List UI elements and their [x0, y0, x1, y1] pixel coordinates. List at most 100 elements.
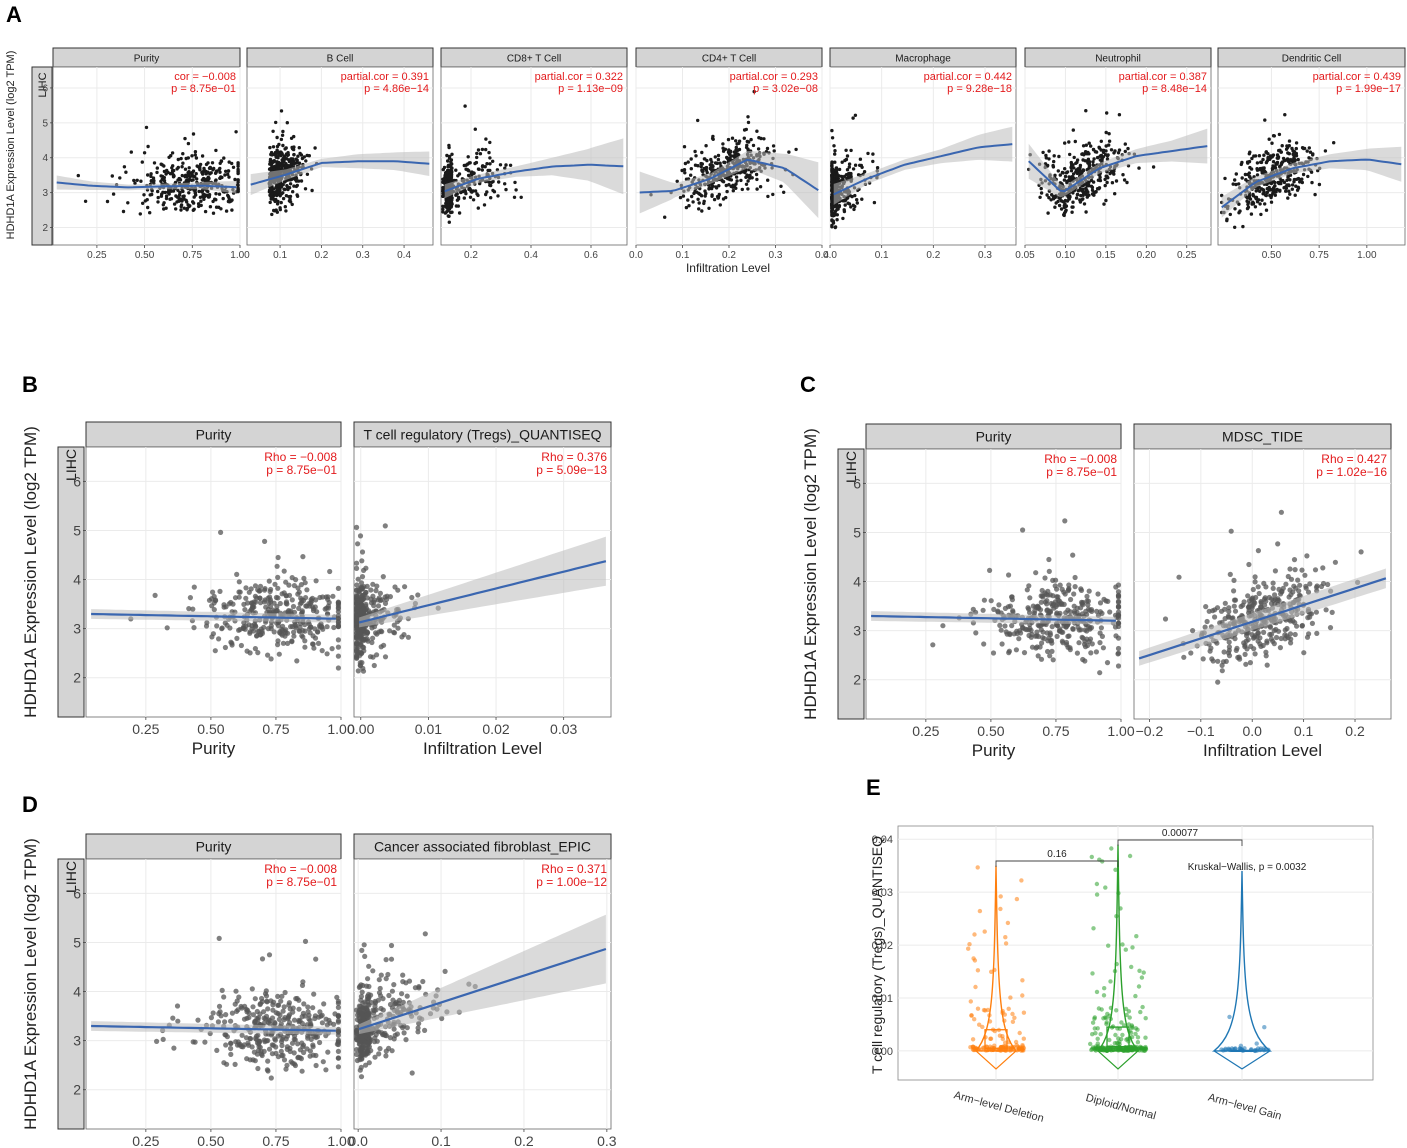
data-point [1190, 628, 1196, 634]
data-point [1059, 207, 1064, 211]
data-point [991, 606, 997, 613]
data-point [274, 120, 278, 125]
data-point [191, 200, 195, 204]
data-point [1227, 571, 1233, 578]
data-point [267, 594, 273, 600]
data-point [755, 177, 759, 182]
data-point [152, 592, 158, 599]
data-point [697, 201, 701, 205]
panel-c-facet-1-fit-line [871, 614, 1116, 622]
data-point [203, 623, 210, 629]
data-point [335, 644, 341, 650]
data-point [1047, 196, 1051, 200]
data-point [291, 633, 297, 639]
data-point [1006, 648, 1013, 654]
data-point [270, 212, 274, 217]
data-point [1237, 202, 1241, 206]
data-point [214, 198, 218, 202]
data-point [355, 604, 361, 610]
data-point [689, 167, 693, 171]
data-point [201, 193, 206, 197]
data-point [519, 195, 523, 199]
data-point [355, 576, 361, 582]
data-point [1251, 201, 1256, 205]
data-point [1215, 658, 1221, 664]
data-point [168, 172, 173, 176]
data-point [243, 623, 249, 629]
data-point [700, 168, 704, 172]
panel-c-facet-2-strip-label: MDSC_TIDE [1222, 429, 1303, 445]
data-point [1079, 601, 1085, 607]
data-point [447, 170, 451, 174]
data-point [289, 624, 296, 630]
data-point [1048, 638, 1054, 644]
panel-a-facet-6-fit-line [1028, 145, 1208, 193]
data-point [290, 603, 297, 610]
data-point [1267, 631, 1273, 638]
data-point [364, 583, 370, 590]
data-point [755, 187, 759, 191]
panel-a-facet-7-confidence-band [1221, 146, 1402, 218]
data-point [335, 585, 341, 592]
data-point [1287, 152, 1292, 156]
data-point [1214, 640, 1220, 646]
data-point [211, 211, 216, 215]
panel-a-facet-7-xtick-label: 0.75 [1309, 250, 1329, 261]
data-point [284, 209, 288, 213]
data-point [727, 152, 732, 156]
data-point [1285, 178, 1289, 182]
data-point [276, 151, 280, 155]
data-point [294, 157, 298, 161]
data-point [675, 179, 679, 183]
data-point [1246, 172, 1250, 177]
data-point [215, 1019, 221, 1025]
data-point [391, 630, 398, 636]
data-point [1269, 195, 1273, 200]
data-point [301, 1049, 307, 1056]
data-point [226, 199, 231, 204]
data-point [382, 523, 388, 529]
data-point [716, 153, 721, 158]
data-point [354, 560, 360, 566]
panel-a-facet-4-stat-correlation: partial.cor = 0.293 [730, 71, 818, 83]
data-point [1255, 584, 1261, 590]
data-point [175, 195, 180, 199]
data-point [1231, 588, 1237, 594]
data-point [146, 173, 150, 177]
data-point [384, 596, 390, 603]
data-point [473, 189, 478, 193]
data-point [252, 646, 258, 652]
data-point [1260, 198, 1264, 202]
data-point [1234, 172, 1239, 176]
data-point [335, 1028, 341, 1034]
data-point [875, 166, 880, 170]
data-point [288, 182, 293, 186]
panel-d-facet-2-xtick-label: 0.3 [597, 1133, 617, 1148]
data-point [359, 947, 365, 954]
data-point [1306, 631, 1312, 637]
data-point [289, 638, 295, 644]
data-point [1044, 607, 1050, 614]
data-point [754, 172, 759, 177]
data-point [1291, 583, 1297, 589]
data-point [1223, 176, 1227, 181]
data-point [361, 648, 367, 654]
data-point [694, 154, 698, 158]
data-point [309, 598, 315, 605]
data-point [268, 656, 274, 662]
data-point [211, 199, 215, 204]
data-point [279, 1039, 285, 1045]
panel-d-facet-1-strip [85, 833, 342, 860]
data-point [1292, 177, 1297, 182]
data-point [221, 196, 225, 201]
data-point [1041, 636, 1047, 642]
data-point [262, 538, 268, 545]
data-point [1282, 180, 1287, 185]
data-point [378, 972, 384, 978]
data-point [1256, 188, 1260, 192]
data-point [281, 568, 287, 574]
data-point [200, 154, 205, 158]
data-point [1089, 144, 1093, 148]
data-point [830, 208, 834, 213]
data-point [846, 196, 850, 200]
